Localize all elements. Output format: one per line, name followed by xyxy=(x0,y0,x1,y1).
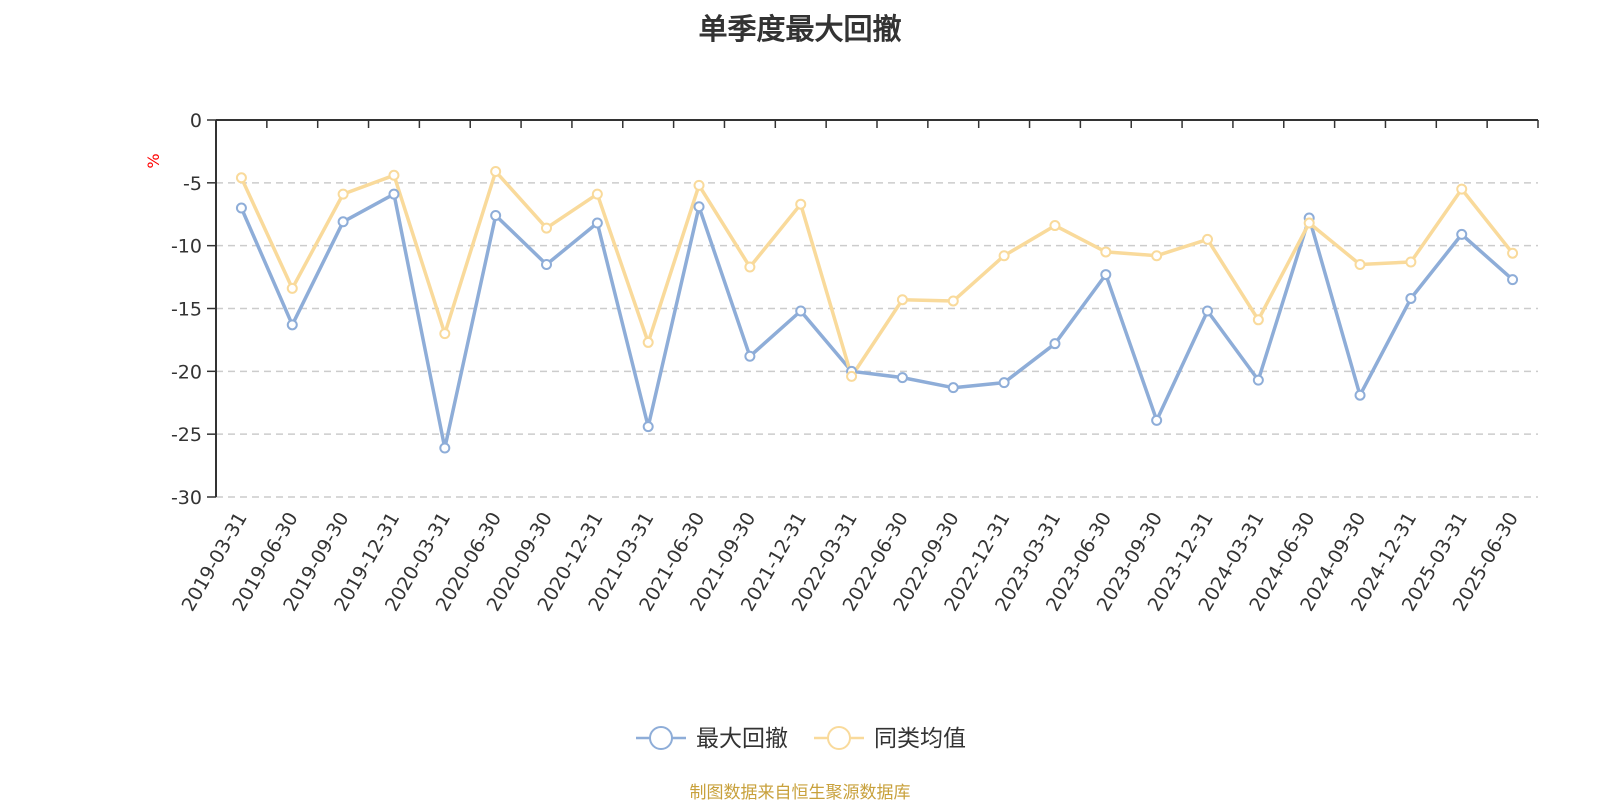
data-point-2 xyxy=(541,222,552,234)
data-point-2 xyxy=(846,370,858,382)
data-point-2 xyxy=(1100,246,1112,258)
legend-item-1[interactable]: 最大回撤 xyxy=(636,726,788,752)
data-point-2 xyxy=(439,328,451,340)
data-point-2 xyxy=(1354,259,1366,271)
y-tick-label: -25 xyxy=(171,424,202,446)
data-point-2 xyxy=(642,336,654,348)
data-point-1 xyxy=(947,382,959,394)
data-point-1 xyxy=(744,350,756,362)
data-point-1 xyxy=(1100,269,1112,281)
data-point-2 xyxy=(1049,220,1061,232)
y-tick-label: -20 xyxy=(171,361,202,383)
legend-label: 最大回撤 xyxy=(696,726,788,752)
series-lines xyxy=(235,166,1519,454)
series-line-1 xyxy=(239,192,1514,450)
y-tick-label: -5 xyxy=(183,173,202,195)
axes: 0-5-10-15-20-25-30%2019-03-312019-06-302… xyxy=(144,110,1539,615)
data-point-2 xyxy=(998,250,1010,262)
data-point-1 xyxy=(1049,338,1061,350)
data-point-2 xyxy=(1252,314,1264,326)
data-point-2 xyxy=(235,172,247,184)
data-point-1 xyxy=(693,201,705,213)
data-point-1 xyxy=(388,188,400,200)
data-point-1 xyxy=(439,442,451,454)
data-point-2 xyxy=(1507,247,1519,259)
data-point-2 xyxy=(1405,256,1417,268)
data-point-2 xyxy=(1151,250,1163,262)
chart-title: 单季度最大回撤 xyxy=(698,12,902,46)
data-point-1 xyxy=(235,202,247,214)
data-point-1 xyxy=(1354,389,1366,401)
data-point-1 xyxy=(1507,274,1519,286)
legend-item-2[interactable]: 同类均值 xyxy=(814,726,966,752)
data-point-1 xyxy=(1252,374,1264,386)
data-point-1 xyxy=(1151,414,1163,426)
data-point-2 xyxy=(744,261,756,273)
data-point-1 xyxy=(337,216,349,228)
legend-marker-icon xyxy=(649,726,673,750)
data-point-1 xyxy=(541,259,552,271)
data-point-1 xyxy=(896,372,908,384)
legend-label: 同类均值 xyxy=(874,726,966,752)
data-point-1 xyxy=(998,377,1010,389)
data-point-1 xyxy=(591,217,603,229)
data-point-1 xyxy=(286,319,298,331)
data-point-2 xyxy=(490,166,502,178)
legend-marker-icon xyxy=(827,726,851,750)
data-point-2 xyxy=(337,188,349,200)
data-point-1 xyxy=(1202,305,1213,317)
data-point-1 xyxy=(642,421,654,433)
data-point-2 xyxy=(1456,183,1468,195)
data-point-2 xyxy=(693,179,705,191)
data-point-1 xyxy=(1456,228,1468,240)
data-point-2 xyxy=(286,282,298,294)
y-tick-label: -30 xyxy=(171,487,202,509)
data-point-2 xyxy=(591,188,603,200)
y-tick-label: -15 xyxy=(171,299,202,321)
data-point-2 xyxy=(1202,233,1213,245)
data-point-2 xyxy=(795,198,807,210)
data-point-1 xyxy=(1405,292,1417,304)
data-point-2 xyxy=(1303,217,1315,229)
data-source-note: 制图数据来自恒生聚源数据库 xyxy=(689,783,911,803)
y-axis-unit-label: % xyxy=(144,153,163,168)
data-point-1 xyxy=(490,210,502,222)
data-point-1 xyxy=(795,305,807,317)
y-tick-label: 0 xyxy=(190,110,202,132)
y-tick-label: -10 xyxy=(171,236,202,258)
legend[interactable]: 最大回撤 同类均值 xyxy=(636,726,966,752)
data-point-2 xyxy=(896,294,908,306)
data-point-2 xyxy=(947,295,959,307)
series-line-2 xyxy=(239,169,1514,379)
data-point-2 xyxy=(388,169,400,181)
